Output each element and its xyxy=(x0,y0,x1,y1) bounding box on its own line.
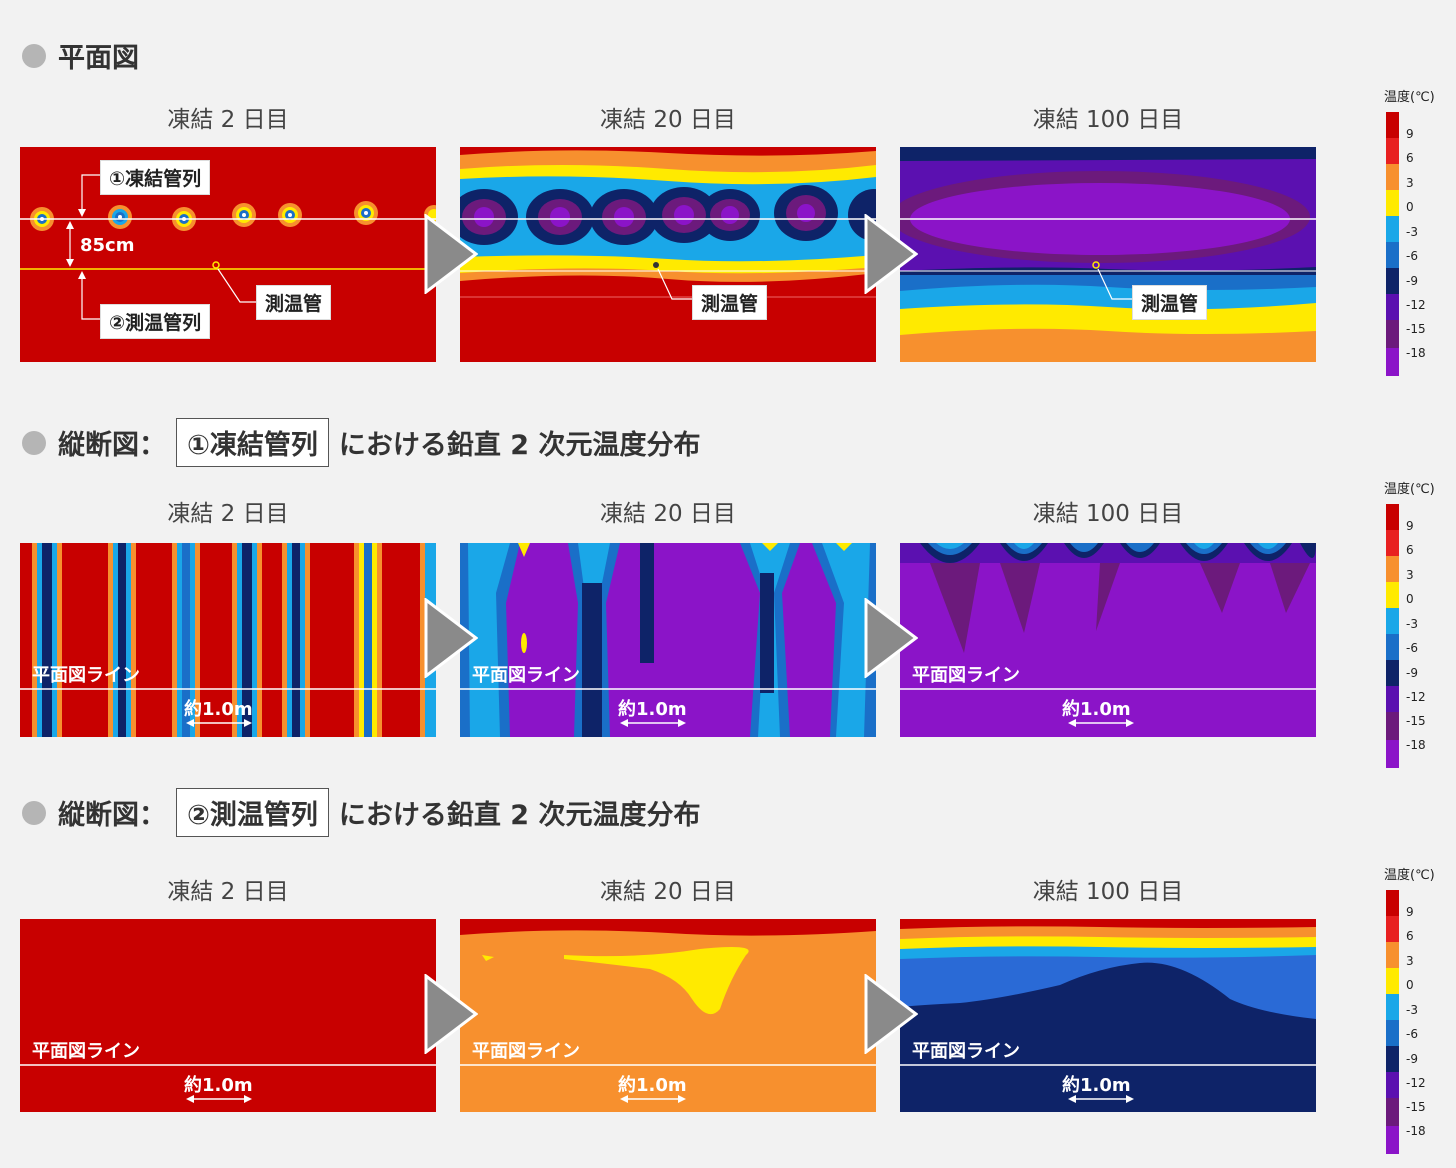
arrow-right-icon xyxy=(864,214,918,294)
plan-line-label: 平面図ライン xyxy=(912,665,1020,686)
legend-tick: 3 xyxy=(1406,176,1414,190)
panel-label: 凍結 20 日目 xyxy=(600,879,736,905)
section-freeze-day20: 平面図ライン 約1.0m xyxy=(460,543,876,737)
legend-title: 温度(℃) xyxy=(1384,868,1435,883)
legend-tick: -18 xyxy=(1406,346,1426,360)
section-title-boxed: ②測温管列 xyxy=(176,788,329,837)
legend-tick: 9 xyxy=(1406,519,1414,533)
arrow-right-icon xyxy=(864,598,918,678)
plan-line-label: 平面図ライン xyxy=(472,665,580,686)
plan-line-label: 平面図ライン xyxy=(32,665,140,686)
legend-tick: -6 xyxy=(1406,249,1418,263)
section-title-temp-row: 縦断図： ②測温管列 における鉛直 2 次元温度分布 xyxy=(22,788,700,837)
section-title-text: 縦断図： xyxy=(58,800,166,831)
section-title-freeze-row: 縦断図： ①凍結管列 における鉛直 2 次元温度分布 xyxy=(22,418,700,467)
legend-tick: -12 xyxy=(1406,690,1426,704)
plan-line-label: 平面図ライン xyxy=(32,1041,140,1062)
freeze-row-callout: ①凍結管列 xyxy=(100,160,211,195)
arrow-right-icon xyxy=(424,214,478,294)
scale-label: 約1.0m xyxy=(1062,1075,1131,1096)
panel-label: 凍結 100 日目 xyxy=(1032,501,1184,527)
section-title-plan: 平面図 xyxy=(22,36,139,75)
temp-pipe-callout: 測温管 xyxy=(692,285,768,320)
section-title-suffix: における鉛直 2 次元温度分布 xyxy=(338,800,701,831)
section-title-suffix: における鉛直 2 次元温度分布 xyxy=(338,430,701,461)
legend-tick: 9 xyxy=(1406,127,1414,141)
plan-map-day2: ①凍結管列 ②測温管列 85cm 測温管 xyxy=(20,147,436,362)
panel-label: 凍結 2 日目 xyxy=(167,501,289,527)
scale-label: 約1.0m xyxy=(1062,699,1131,720)
plan-line-label: 平面図ライン xyxy=(472,1041,580,1062)
bullet-icon xyxy=(22,43,46,68)
panel-label: 凍結 100 日目 xyxy=(1032,879,1184,905)
legend-tick: -15 xyxy=(1406,1100,1426,1114)
section-freeze-day2: 平面図ライン 約1.0m xyxy=(20,543,436,737)
arrow-right-icon xyxy=(424,598,478,678)
legend-tick: -15 xyxy=(1406,714,1426,728)
legend-tick: -15 xyxy=(1406,322,1426,336)
panel-label: 凍結 2 日目 xyxy=(167,107,289,133)
arrow-right-icon xyxy=(424,974,478,1054)
legend-tick: -9 xyxy=(1406,1052,1418,1066)
legend-title: 温度(℃) xyxy=(1384,482,1435,497)
temp-pipe-callout: 測温管 xyxy=(256,285,332,320)
legend-tick: -3 xyxy=(1406,225,1418,239)
legend-tick: -6 xyxy=(1406,641,1418,655)
legend-tick: 9 xyxy=(1406,905,1414,919)
plan-map-day100: 測温管 xyxy=(900,147,1316,362)
spacing-label: 85cm xyxy=(80,235,135,256)
section-title-text: 平面図 xyxy=(58,43,139,74)
legend-tick: 0 xyxy=(1406,200,1414,214)
temp-row-callout: ②測温管列 xyxy=(100,304,211,339)
legend-tick: 3 xyxy=(1406,568,1414,582)
section-temp-day20: 平面図ライン 約1.0m xyxy=(460,919,876,1112)
legend-tick: 6 xyxy=(1406,543,1414,557)
bullet-icon xyxy=(22,430,46,455)
temp-pipe-callout: 測温管 xyxy=(1132,285,1208,320)
section-title-text: 縦断図： xyxy=(58,430,166,461)
plan-map-day20: 測温管 xyxy=(460,147,876,362)
legend-tick: -12 xyxy=(1406,1076,1426,1090)
section-freeze-day100: 平面図ライン 約1.0m xyxy=(900,543,1316,737)
legend-tick: -3 xyxy=(1406,1003,1418,1017)
panel-label: 凍結 2 日目 xyxy=(167,879,289,905)
arrow-right-icon xyxy=(864,974,918,1054)
scale-label: 約1.0m xyxy=(618,699,687,720)
legend-tick: -18 xyxy=(1406,1124,1426,1138)
freeze-pipe-dots xyxy=(30,201,436,231)
panel-label: 凍結 20 日目 xyxy=(600,107,736,133)
scale-label: 約1.0m xyxy=(184,699,253,720)
section-temp-day2: 平面図ライン 約1.0m xyxy=(20,919,436,1112)
legend-tick: -6 xyxy=(1406,1027,1418,1041)
panel-label: 凍結 20 日目 xyxy=(600,501,736,527)
legend-tick: 0 xyxy=(1406,978,1414,992)
legend-tick: 3 xyxy=(1406,954,1414,968)
section-temp-day100: 平面図ライン 約1.0m xyxy=(900,919,1316,1112)
legend-tick: -9 xyxy=(1406,274,1418,288)
scale-label: 約1.0m xyxy=(618,1075,687,1096)
bullet-icon xyxy=(22,800,46,825)
legend-tick: -3 xyxy=(1406,617,1418,631)
legend-tick: 0 xyxy=(1406,592,1414,606)
scale-label: 約1.0m xyxy=(184,1075,253,1096)
plan-line-label: 平面図ライン xyxy=(912,1041,1020,1062)
legend-tick: 6 xyxy=(1406,151,1414,165)
panel-label: 凍結 100 日目 xyxy=(1032,107,1184,133)
section-title-boxed: ①凍結管列 xyxy=(176,418,329,467)
legend-tick: -9 xyxy=(1406,666,1418,680)
legend-tick: -12 xyxy=(1406,298,1426,312)
legend-title: 温度(℃) xyxy=(1384,90,1435,105)
legend-tick: -18 xyxy=(1406,738,1426,752)
legend-tick: 6 xyxy=(1406,929,1414,943)
